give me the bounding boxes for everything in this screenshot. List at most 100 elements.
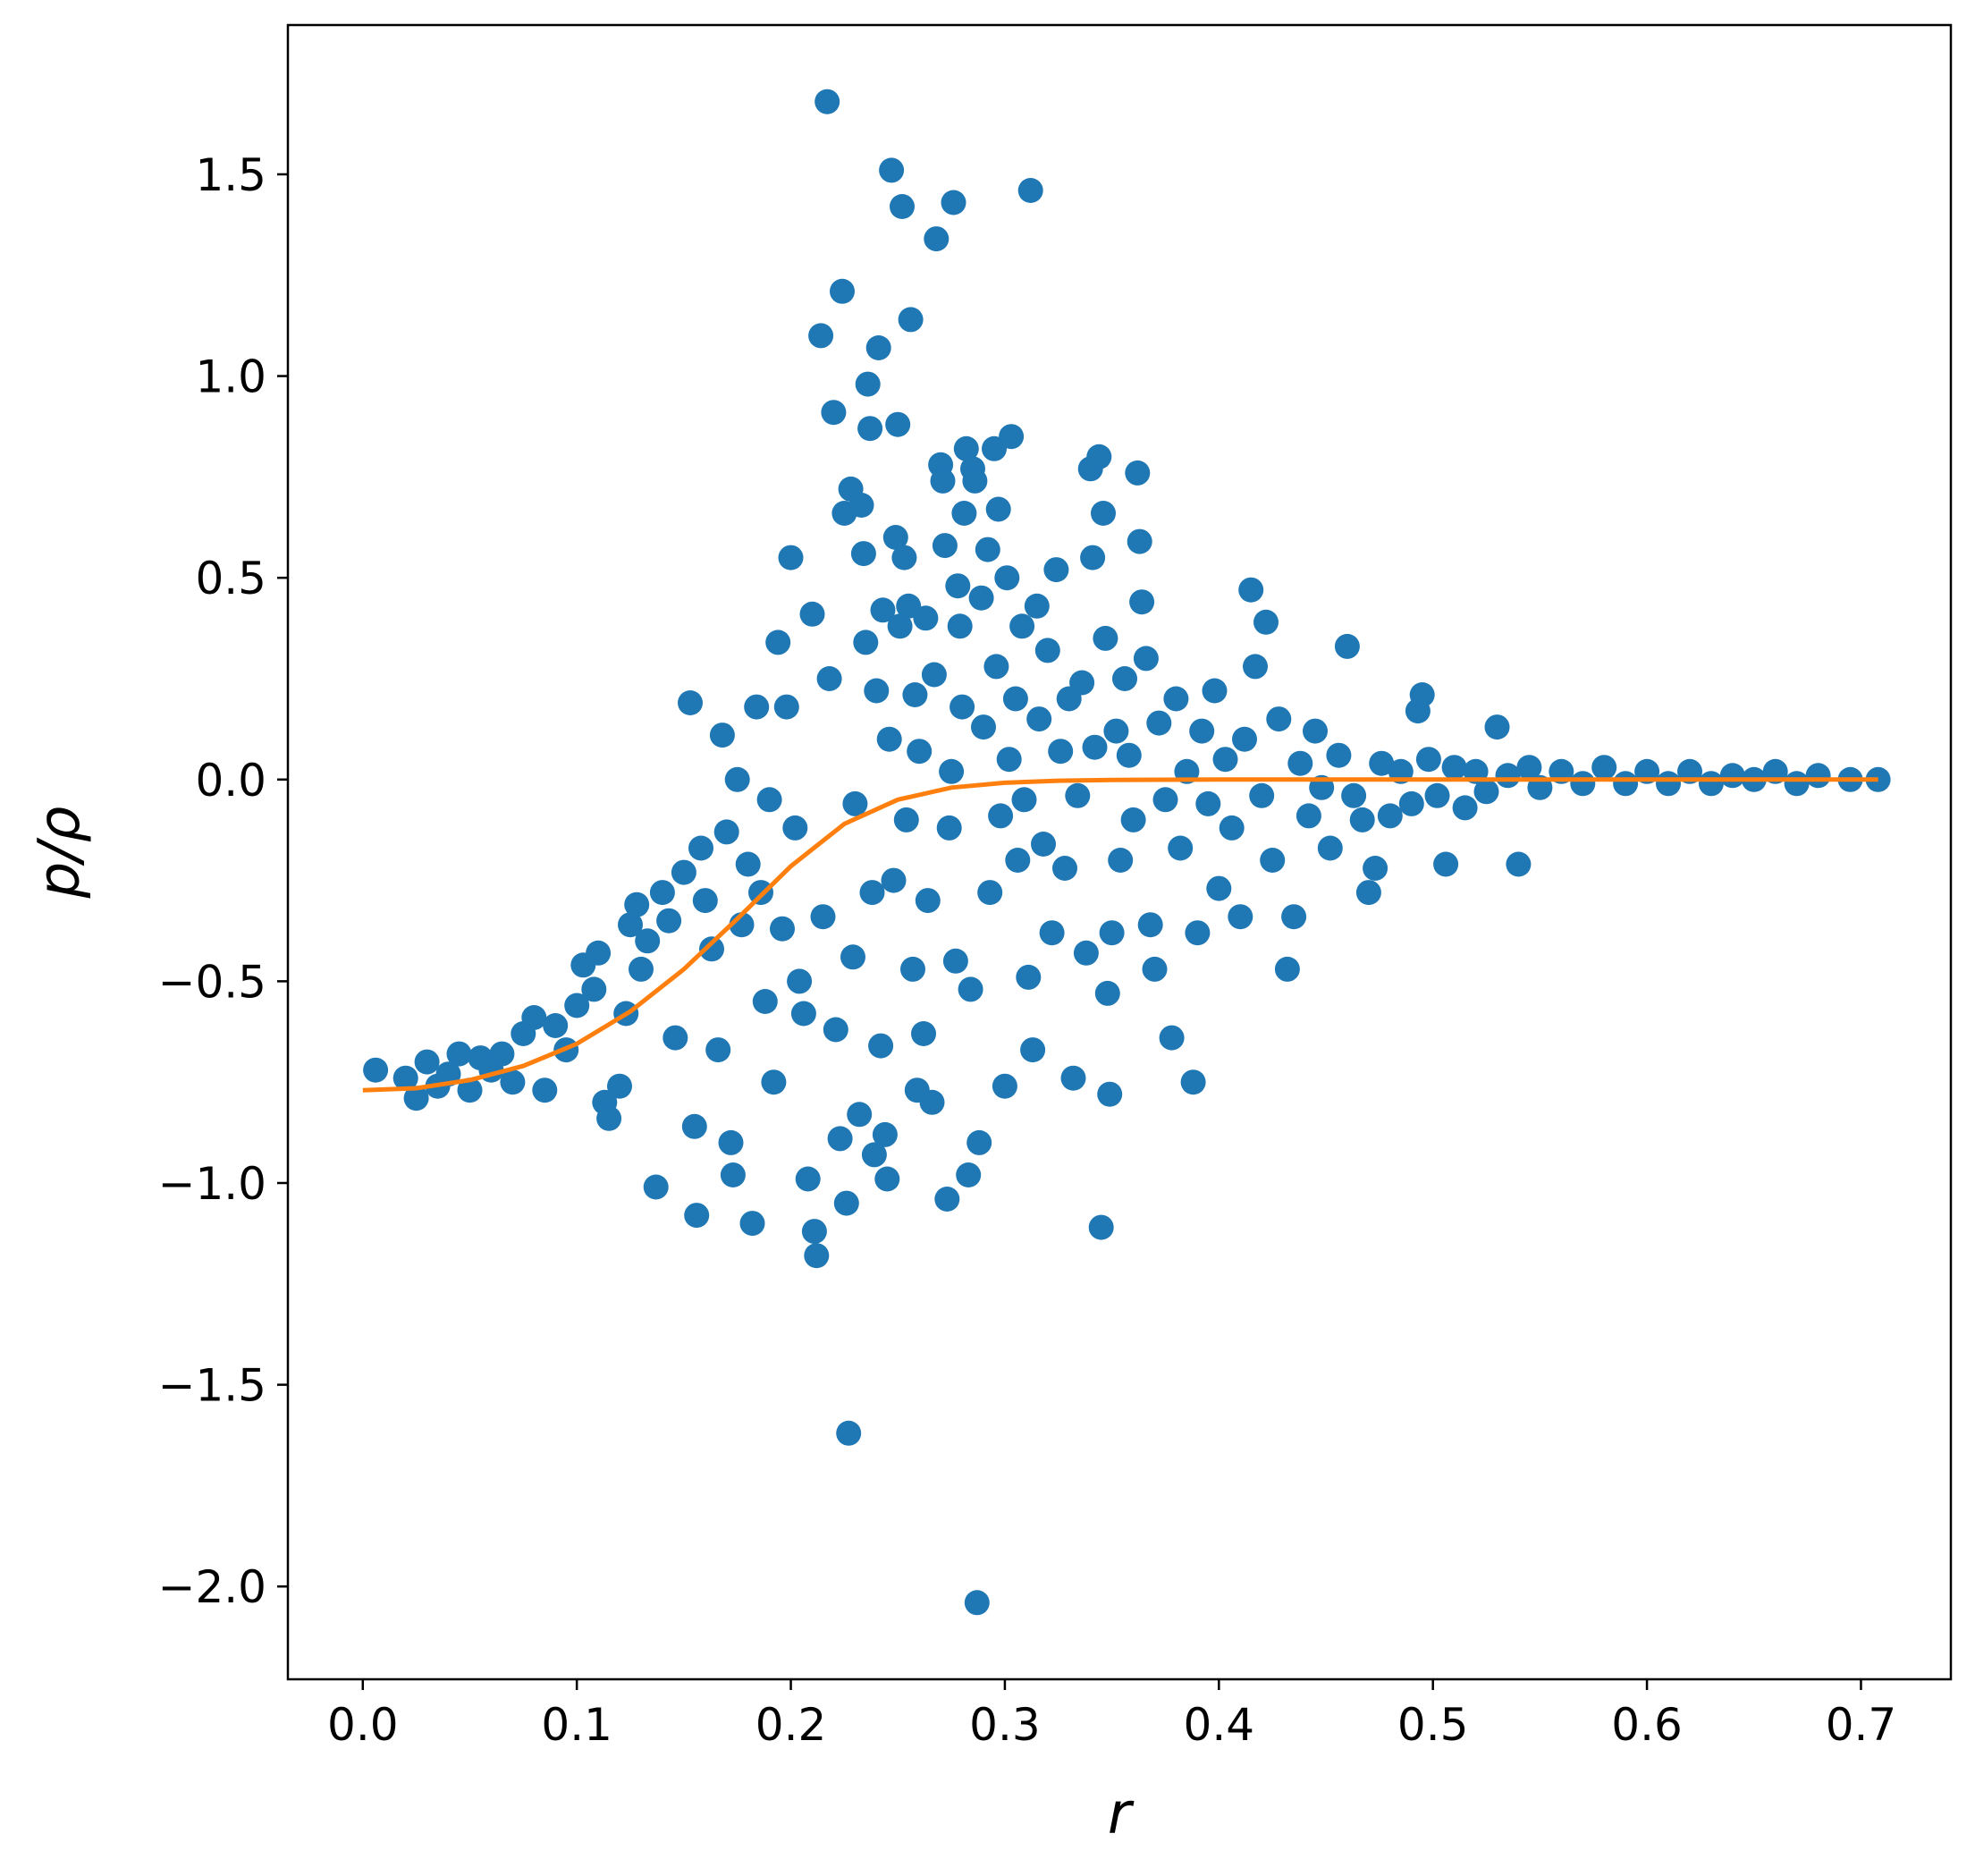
scatter-point xyxy=(859,880,885,906)
y-tick-label: 1.5 xyxy=(195,149,266,201)
scatter-point xyxy=(870,597,896,623)
scatter-point xyxy=(868,1033,894,1059)
scatter-point xyxy=(1073,940,1099,966)
x-tick-label: 0.1 xyxy=(541,1699,612,1751)
scatter-point xyxy=(942,948,968,974)
scatter-point xyxy=(1363,856,1388,881)
y-tick-label: −1.0 xyxy=(158,1158,266,1210)
scatter-point xyxy=(1043,557,1069,583)
scatter-point xyxy=(1719,763,1745,789)
scatter-point xyxy=(930,468,956,494)
scatter-point xyxy=(821,400,847,426)
scatter-point xyxy=(739,1211,765,1237)
scatter-point xyxy=(924,226,950,252)
scatter-point xyxy=(1086,444,1112,469)
scatter-point xyxy=(713,819,739,845)
scatter-point xyxy=(836,1420,862,1446)
scatter-point xyxy=(656,908,682,934)
scatter-point xyxy=(853,630,879,655)
scatter-point xyxy=(681,1113,707,1139)
scatter-point xyxy=(618,912,643,938)
scatter-points xyxy=(363,89,1891,1616)
scatter-point xyxy=(1266,706,1292,732)
scatter-point xyxy=(804,1243,830,1269)
scatter-point xyxy=(1112,666,1137,691)
scatter-point xyxy=(799,601,825,627)
scatter-point xyxy=(1108,848,1134,873)
x-tick-label: 0.4 xyxy=(1184,1699,1255,1751)
scatter-point xyxy=(770,916,795,942)
x-axis: 0.0 0.1 0.2 0.3 0.4 0.5 0.6 0.7 xyxy=(327,1679,1896,1751)
scatter-point xyxy=(724,766,750,792)
scatter-point xyxy=(801,1219,827,1245)
scatter-point xyxy=(684,1203,710,1229)
scatter-point xyxy=(1369,750,1395,776)
scatter-point xyxy=(1093,625,1118,651)
scatter-point xyxy=(915,888,941,914)
scatter-point xyxy=(1099,920,1125,946)
scatter-point xyxy=(1656,771,1681,797)
scatter-point xyxy=(1137,912,1163,938)
scatter-point xyxy=(958,976,983,1002)
scatter-point xyxy=(964,1590,990,1616)
scatter-point xyxy=(1452,795,1478,821)
scatter-point xyxy=(795,1166,821,1192)
scatter-point xyxy=(988,803,1014,829)
scatter-point xyxy=(1103,718,1129,744)
scatter-point xyxy=(919,1089,945,1115)
scatter-point xyxy=(848,493,874,518)
scatter-point xyxy=(363,1057,389,1083)
scatter-point xyxy=(1355,880,1381,906)
scatter-point xyxy=(586,940,612,966)
scatter-point xyxy=(1052,856,1077,881)
scatter-point xyxy=(1069,670,1095,696)
scatter-point xyxy=(936,815,962,841)
scatter-point xyxy=(752,989,778,1014)
scatter-point xyxy=(865,335,891,360)
scatter-point xyxy=(1334,633,1360,659)
scatter-point xyxy=(1495,763,1521,789)
scatter-point xyxy=(744,694,770,720)
scatter-point xyxy=(1287,750,1313,776)
scatter-point xyxy=(985,496,1011,522)
scatter-point xyxy=(773,694,799,720)
scatter-point xyxy=(699,936,724,962)
scatter-point xyxy=(1034,638,1060,663)
scatter-point xyxy=(1281,904,1307,930)
scatter-point xyxy=(489,1041,515,1067)
scatter-point xyxy=(532,1077,558,1103)
scatter-point xyxy=(1195,790,1221,816)
scatter-point xyxy=(975,537,1000,562)
x-tick-label: 0.0 xyxy=(327,1699,399,1751)
scatter-point xyxy=(1473,779,1499,805)
scatter-point xyxy=(629,956,654,982)
scatter-point xyxy=(1274,956,1300,982)
scatter-point xyxy=(1080,545,1106,570)
scatter-point xyxy=(1398,790,1424,816)
x-tick-label: 0.7 xyxy=(1826,1699,1897,1751)
scatter-point xyxy=(1129,589,1155,615)
scatter-point xyxy=(624,892,650,917)
scatter-point xyxy=(1011,787,1037,813)
x-tick-label: 0.2 xyxy=(755,1699,827,1751)
scatter-point xyxy=(956,1162,982,1187)
scatter-point xyxy=(1163,686,1189,712)
scatter-point xyxy=(1219,815,1245,841)
scatter-point xyxy=(907,739,933,765)
scatter-point xyxy=(887,613,913,639)
x-axis-label: r xyxy=(1108,1781,1135,1847)
scatter-point xyxy=(921,662,947,688)
scatter-point xyxy=(881,867,907,893)
scatter-point xyxy=(1168,835,1194,861)
x-tick-label: 0.5 xyxy=(1397,1699,1469,1751)
scatter-point xyxy=(1409,682,1435,707)
scatter-point xyxy=(850,541,876,567)
scatter-point xyxy=(446,1041,472,1067)
scatter-point xyxy=(782,815,808,841)
scatter-point xyxy=(1185,920,1211,946)
scatter-point xyxy=(761,1069,787,1095)
scatter-point xyxy=(857,416,883,442)
scatter-point xyxy=(663,1025,688,1051)
scatter-point xyxy=(1424,782,1450,808)
scatter-point xyxy=(913,605,939,631)
